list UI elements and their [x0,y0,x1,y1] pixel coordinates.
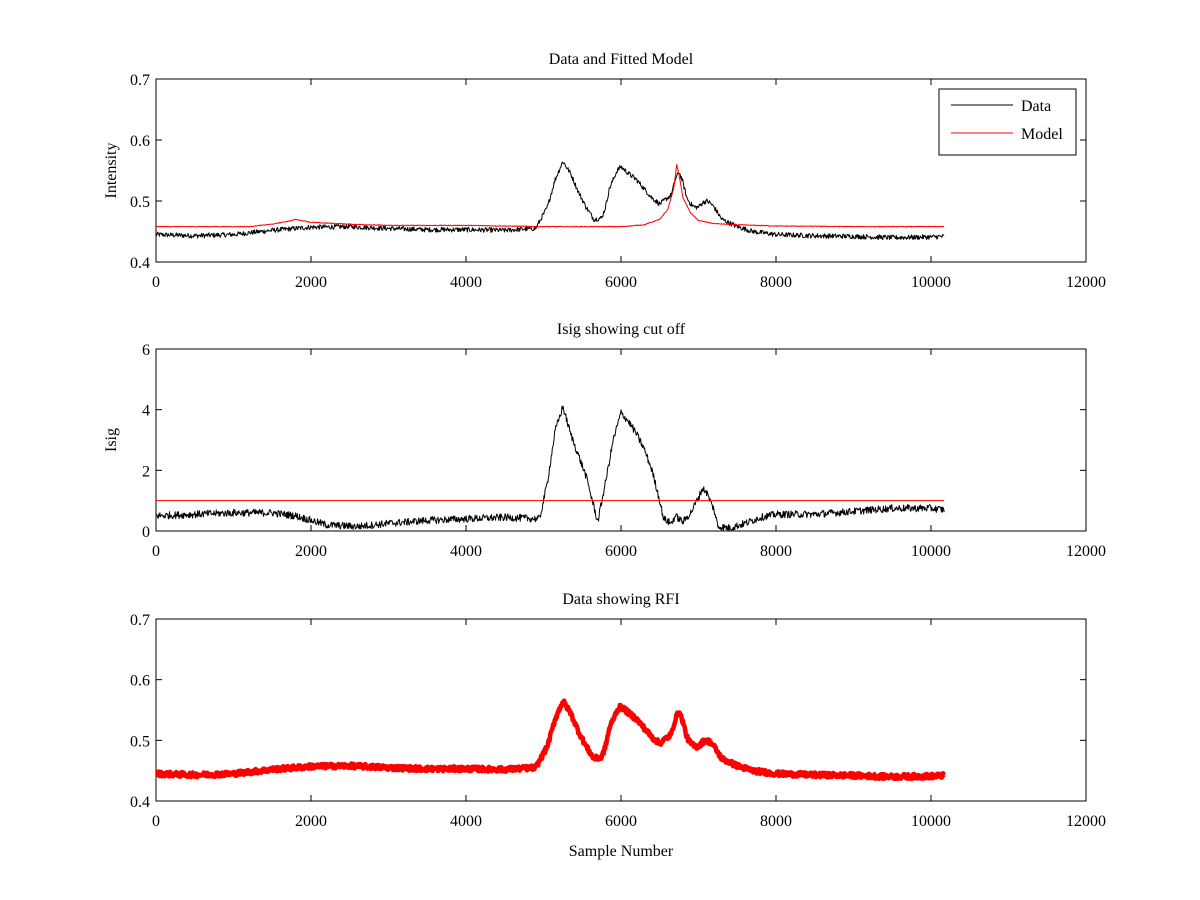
x-tick-label: 2000 [295,274,327,291]
series-line-1 [156,405,945,531]
chart-panel-2: 0 2000 4000 6000 8000 10000 12000 0 2 4 6 Isig show… [103,321,1106,560]
x-tick-label: 0 [152,274,160,291]
x-tick-label: 4000 [450,813,482,830]
chart-title: Data showing RFI [562,591,679,608]
y-axis-label: Intensity [103,143,120,199]
series-line-1 [156,161,945,241]
x-tick-label: 2000 [295,813,327,830]
y-tick-label: 0.4 [130,255,150,272]
x-tick-label: 8000 [760,274,792,291]
chart-title: Data and Fitted Model [549,51,694,68]
x-axis-label: Sample Number [569,843,674,860]
y-tick-label: 0.5 [130,194,150,211]
y-tick-label: 0.6 [130,673,150,690]
x-tick-label: 4000 [450,543,482,560]
y-axis-label: Isig [103,428,120,452]
y-tick-label: 0.7 [130,612,150,629]
chart-panel-3: 0 2000 4000 6000 8000 10000 12000 0.4 0.5 0.6 0.7 D… [130,591,1106,860]
x-tick-label: 10000 [911,274,951,291]
y-tick-label: 0.7 [130,72,150,89]
x-tick-label: 8000 [760,813,792,830]
x-tick-label: 6000 [605,274,637,291]
series-line-1 [156,698,946,782]
x-tick-label: 6000 [605,543,637,560]
legend-box [938,88,1077,156]
chart-panel-1: 0 2000 4000 6000 8000 10000 12000 0.4 0.5 0.6 0.7 D… [103,51,1106,291]
y-tick-label: 0.5 [130,733,150,750]
series-line-2 [156,163,945,228]
y-tick-label: 0 [142,524,150,541]
legend-label: Data [1021,98,1051,115]
legend-label: Model [1021,126,1063,143]
legend: Data Model [938,88,1077,156]
chart-title: Isig showing cut off [557,321,686,338]
x-tick-label: 4000 [450,274,482,291]
x-tick-label: 6000 [605,813,637,830]
x-tick-label: 2000 [295,543,327,560]
y-tick-label: 2 [142,463,150,480]
x-tick-label: 10000 [911,543,951,560]
x-tick-label: 8000 [760,543,792,560]
y-tick-label: 0.6 [130,133,150,150]
x-tick-label: 12000 [1066,543,1106,560]
x-tick-label: 10000 [911,813,951,830]
x-tick-label: 0 [152,543,160,560]
y-tick-label: 0.4 [130,794,150,811]
y-tick-label: 4 [142,403,150,420]
x-tick-label: 0 [152,813,160,830]
y-tick-label: 6 [142,342,150,359]
plot-area-frame [155,348,1087,532]
x-tick-label: 12000 [1066,274,1106,291]
x-tick-label: 12000 [1066,813,1106,830]
